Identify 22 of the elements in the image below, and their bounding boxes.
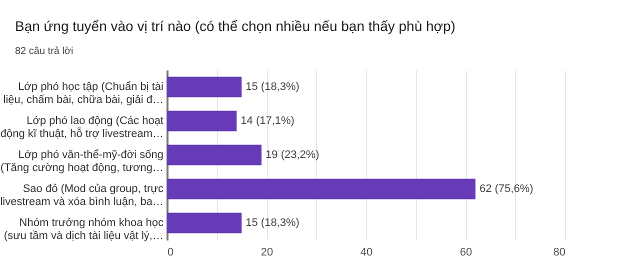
data-label: 15 (18,3%) xyxy=(246,81,300,93)
data-label: 14 (17,1%) xyxy=(240,115,294,127)
x-tick-label: 20 xyxy=(260,246,274,258)
y-tick-label: Lớp phó lao động (Các hoạt động kĩ thuật, hỗ trợ livestream… xyxy=(0,115,164,140)
bar xyxy=(167,76,242,98)
y-tick-label: Sao đỏ (Mod của group, trực livestream và xóa bình luận, ba… xyxy=(0,183,164,208)
x-tick-label: 0 xyxy=(168,246,174,258)
text: 82 câu trả lời xyxy=(15,46,74,57)
bar xyxy=(167,212,242,234)
y-tick-label: Nhóm trưởng nhóm khoa học (sưu tầm và dịch tài liệu vật lý,… xyxy=(4,217,164,242)
y-tick-label: Lớp phó học tập (Chuẩn bị tài liệu, chấm bài, chữa bài, giải đ… xyxy=(3,81,164,106)
x-tick-label: 40 xyxy=(360,246,373,258)
data-label: 62 (75,6%) xyxy=(479,183,534,195)
bar xyxy=(167,110,237,132)
y-tick-label: Lớp phó văn-thể-mỹ-đời sống (Tăng cường hoạt động, tương… xyxy=(0,149,164,174)
bar xyxy=(167,144,262,166)
x-tick-label: 60 xyxy=(460,246,472,258)
data-label: 15 (18,3%) xyxy=(246,217,300,229)
bar xyxy=(167,178,476,200)
chart-title: Bạn ứng tuyển vào vị trí nào (có thể chọn nhiều nếu bạn thấy phù hợp) xyxy=(15,18,456,34)
x-tick-label: 80 xyxy=(553,246,566,258)
data-label: 19 (23,2%) xyxy=(266,149,320,161)
